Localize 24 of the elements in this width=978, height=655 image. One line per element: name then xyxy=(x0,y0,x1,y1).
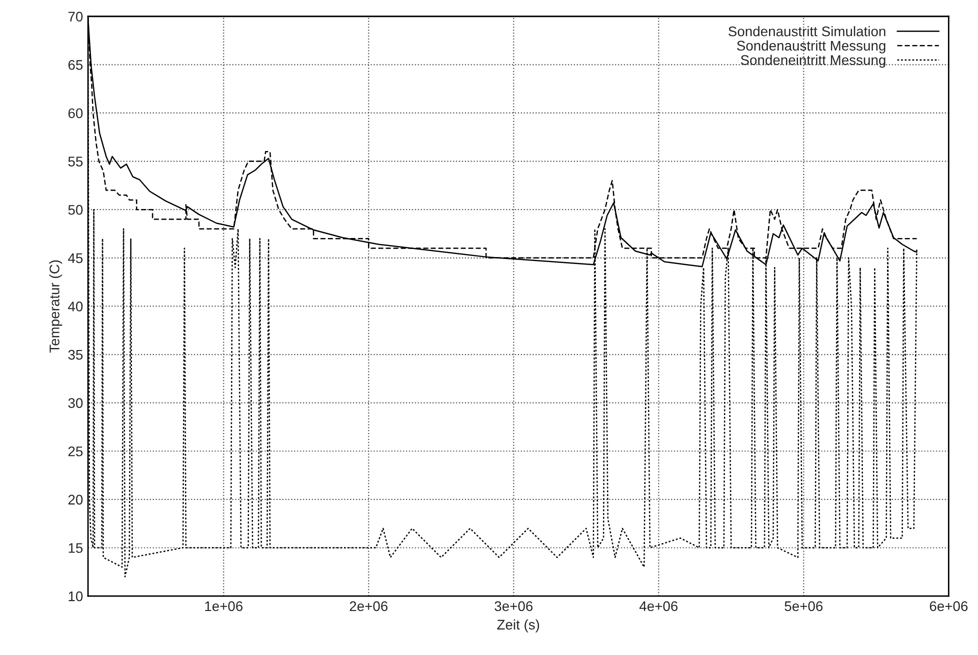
x-tick-label: 1e+06 xyxy=(205,601,242,612)
y-tick-label: 55 xyxy=(68,156,83,166)
x-tick-label: 5e+06 xyxy=(784,601,823,612)
y-tick-label: 25 xyxy=(68,446,83,456)
x-tick-label: 2e+06 xyxy=(350,601,388,612)
x-tick-label: 3e+06 xyxy=(494,601,533,612)
legend-label: Sondenaustritt Simulation xyxy=(728,26,886,36)
x-axis-title: Zeit (s) xyxy=(497,619,540,632)
y-tick-label: 40 xyxy=(68,302,83,312)
x-tick-label: 4e+06 xyxy=(639,601,678,612)
y-tick-label: 50 xyxy=(68,204,83,215)
y-tick-label: 45 xyxy=(68,253,83,264)
y-tick-label: 60 xyxy=(68,108,83,118)
y-tick-label: 35 xyxy=(68,350,83,360)
y-tick-label: 70 xyxy=(68,12,83,22)
y-axis-title: Temperatur (C) xyxy=(49,260,62,353)
y-tick-label: 15 xyxy=(68,543,83,553)
y-tick-label: 10 xyxy=(68,591,83,602)
y-tick-label: 20 xyxy=(68,494,83,505)
x-tick-label: 6e+06 xyxy=(930,601,968,612)
y-tick-label: 65 xyxy=(68,60,83,70)
y-tick-label: 30 xyxy=(68,398,83,408)
legend-label: Sondeneintritt Messung xyxy=(740,54,886,68)
legend-label: Sondenaustritt Messung xyxy=(737,40,886,54)
